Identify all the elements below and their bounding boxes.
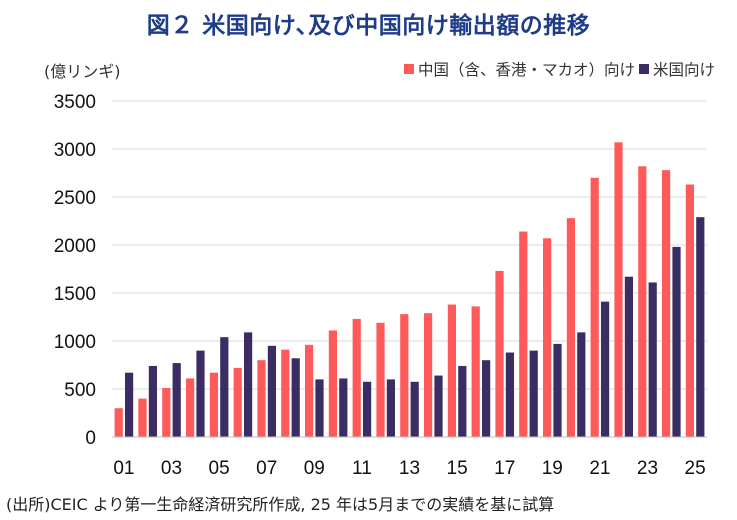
- bar-us: [553, 343, 562, 437]
- x-tick-label: 03: [161, 458, 182, 479]
- bar-china: [186, 378, 195, 437]
- bar-china: [638, 166, 647, 437]
- y-tick-label: 2500: [54, 188, 96, 209]
- x-tick-label: 13: [399, 458, 420, 479]
- x-tick-label: 15: [447, 458, 468, 479]
- bar-us: [434, 375, 443, 437]
- bar-china: [662, 170, 671, 437]
- bar-us: [267, 345, 276, 437]
- legend-swatch-us: [638, 64, 649, 74]
- bar-china: [614, 142, 623, 437]
- legend: 中国（含、香港・マカオ）向け 米国向け: [400, 58, 715, 80]
- bar-china: [471, 306, 480, 437]
- bar-us: [339, 378, 348, 437]
- bar-china: [233, 367, 242, 437]
- bar-us: [672, 246, 681, 437]
- bar-us: [244, 332, 253, 437]
- y-tick-label: 0: [85, 428, 96, 449]
- y-axis-unit-label: (億リンギ): [44, 62, 121, 81]
- bar-us: [125, 372, 134, 437]
- bar-china: [400, 314, 409, 437]
- x-tick-label: 05: [209, 458, 230, 479]
- bar-us: [410, 381, 419, 437]
- x-tick-label: 21: [589, 458, 610, 479]
- bar-china: [162, 388, 171, 437]
- bar-us: [172, 363, 181, 437]
- bar-us: [529, 350, 538, 437]
- chart-title: 図２ 米国向け､及び中国向け輸出額の推移: [146, 13, 591, 39]
- bar-china: [543, 238, 552, 437]
- x-tick-label: 17: [494, 458, 515, 479]
- x-tick-label: 23: [637, 458, 658, 479]
- y-tick-label: 1000: [54, 332, 96, 353]
- legend-item-china: 中国（含、香港・マカオ）向け: [403, 58, 635, 80]
- x-tick-label: 09: [304, 458, 325, 479]
- bar-china: [685, 184, 694, 437]
- bar-china: [424, 313, 433, 437]
- bar-us: [577, 332, 586, 437]
- y-tick-label: 1500: [54, 284, 96, 305]
- y-tick-label: 3000: [54, 140, 96, 161]
- bar-china: [328, 330, 337, 437]
- bar-us: [624, 276, 633, 437]
- bar-us: [220, 337, 229, 437]
- bar-china: [495, 270, 504, 437]
- legend-swatch-china: [403, 64, 414, 74]
- bar-china: [566, 218, 575, 437]
- bar-china: [590, 177, 599, 438]
- bar-us: [648, 282, 657, 437]
- x-tick-label: 19: [542, 458, 563, 479]
- y-tick-label: 3500: [54, 92, 96, 113]
- bar-us: [696, 217, 705, 437]
- x-tick-label: 07: [256, 458, 277, 479]
- bar-china: [447, 304, 456, 437]
- bar-us: [148, 365, 157, 437]
- bar-china: [519, 231, 528, 437]
- bar-us: [601, 301, 610, 437]
- legend-label-us: 米国向け: [652, 61, 715, 79]
- y-tick-label: 500: [64, 380, 96, 401]
- bar-china: [305, 344, 314, 437]
- bar-us: [363, 381, 372, 437]
- y-tick-label: 2000: [54, 236, 96, 257]
- bar-china: [114, 408, 123, 437]
- bar-us: [482, 360, 491, 437]
- x-tick-label: 11: [352, 458, 372, 479]
- legend-label-china: 中国（含、香港・マカオ）向け: [417, 61, 635, 79]
- bar-china: [257, 360, 266, 437]
- bar-china: [138, 398, 147, 437]
- bar-us: [196, 350, 205, 437]
- x-tick-label: 25: [685, 458, 706, 479]
- bar-china: [352, 318, 361, 437]
- bar-china: [376, 322, 385, 437]
- bar-us: [291, 358, 300, 437]
- bar-us: [458, 365, 467, 437]
- bar-china: [281, 349, 290, 437]
- source-note: (出所)CEIC より第一生命経済研究所作成, 25 年は5月までの実績を基に試…: [6, 495, 555, 514]
- x-tick-label: 01: [113, 458, 134, 479]
- bar-us: [315, 379, 324, 437]
- bar-china: [209, 372, 218, 437]
- legend-item-us: 米国向け: [638, 58, 715, 80]
- bar-us: [505, 352, 514, 437]
- bar-us: [386, 379, 395, 437]
